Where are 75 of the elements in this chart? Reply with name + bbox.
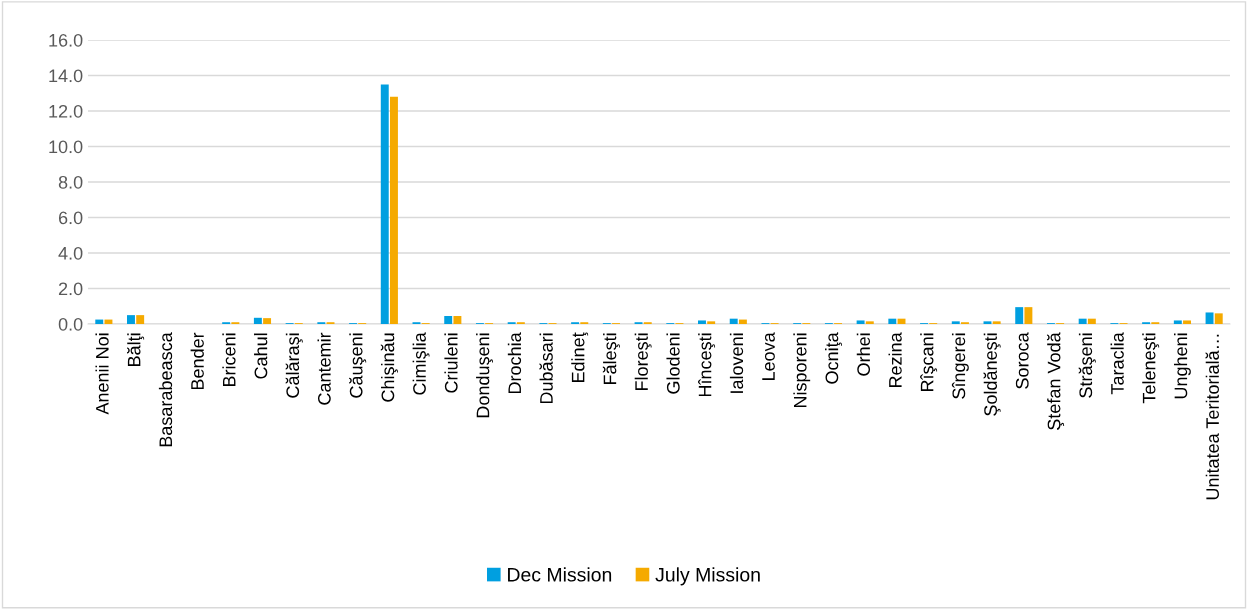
bar — [1183, 320, 1191, 324]
bar — [888, 318, 897, 324]
x-tick-label: Drochia — [507, 332, 522, 394]
x-tick-label: Teleneşti — [1142, 333, 1160, 404]
bar — [263, 318, 272, 324]
bar — [856, 320, 865, 324]
x-tick-label: Orhei — [856, 333, 871, 376]
x-tick-label: Bender — [190, 332, 204, 390]
x-tick-label: Rîşcani — [920, 333, 938, 392]
x-tick-label: Ştefan Vodă — [1046, 332, 1065, 430]
x-tick-label: Donduşeni — [476, 333, 493, 418]
bar — [992, 321, 1001, 324]
bar — [1173, 320, 1182, 324]
bar — [738, 319, 747, 324]
x-tick-label: Anenii Noi — [95, 333, 109, 415]
x-tick-label: Călăraşi — [285, 333, 303, 398]
x-tick-label: Şoldăneşti — [983, 333, 1001, 416]
x-tick-label: Ocniţa — [825, 332, 842, 384]
x-tick-label: Cantemir — [317, 332, 331, 405]
x-tick-label: Cimişlia — [412, 332, 430, 395]
x-tick-label: Ialoveni — [729, 333, 744, 393]
x-tick-label: Edineţ — [571, 332, 589, 383]
x-tick-label: Dubăsari — [539, 333, 553, 404]
bar — [865, 321, 874, 324]
bar — [1078, 318, 1087, 324]
x-tick-label: Nisporeni — [793, 333, 811, 408]
x-tick-label: Străşeni — [1078, 333, 1096, 398]
x-tick-label: Unitatea Teritorială… — [1205, 334, 1219, 500]
y-tick-label: 16.0 — [49, 33, 83, 47]
x-tick-label: Ungheni — [1174, 333, 1191, 399]
x-tick-label: Briceni — [222, 333, 236, 387]
bar — [1087, 318, 1096, 324]
bar — [729, 318, 738, 324]
y-tick-label: 14.0 — [49, 69, 83, 83]
x-tick-label: Floreşti — [634, 333, 652, 391]
x-tick-label: Basarabeasca — [158, 332, 173, 447]
y-tick-label: 4.0 — [58, 246, 83, 260]
x-tick-label: Hînceşti — [698, 333, 716, 397]
bar — [1024, 307, 1033, 324]
bar — [707, 321, 716, 324]
y-tick-label: 0.0 — [58, 317, 83, 331]
bar — [453, 316, 462, 324]
x-tick-label: Taraclia — [1110, 332, 1124, 395]
bar — [951, 321, 960, 324]
x-tick-label: Sîngerei — [951, 333, 969, 399]
bar — [104, 319, 113, 324]
bar — [444, 316, 453, 324]
y-tick-label: 2.0 — [58, 282, 83, 296]
x-tick-label: Chişinău — [380, 333, 398, 402]
legend-label: Dec Mission — [508, 567, 612, 582]
bar — [127, 315, 135, 324]
y-tick-label: 10.0 — [49, 140, 83, 154]
x-tick-label: Căuşeni — [349, 333, 367, 398]
y-tick-label: 12.0 — [49, 104, 83, 118]
x-tick-label: Glodeni — [666, 333, 680, 394]
x-tick-label: Leova — [762, 332, 775, 381]
x-tick-label: Criuleni — [444, 333, 458, 393]
y-tick-label: 6.0 — [58, 211, 83, 225]
bar — [380, 84, 389, 324]
bar — [1015, 307, 1024, 324]
x-tick-label: Soroca — [1015, 332, 1029, 389]
bar — [1205, 312, 1214, 324]
x-tick-label: Rezina — [888, 332, 902, 388]
bar — [253, 317, 262, 324]
bar — [983, 321, 992, 324]
x-tick-label: Bălţi — [127, 333, 145, 366]
y-tick-label: 8.0 — [58, 175, 83, 189]
bar — [390, 96, 398, 324]
bar — [1214, 313, 1223, 324]
bar — [95, 319, 104, 324]
x-tick-label: Făleşti — [602, 333, 620, 385]
x-tick-label: Cahul — [254, 333, 268, 379]
legend-label: July Mission — [655, 567, 760, 586]
bar — [136, 315, 145, 324]
bar — [698, 320, 706, 324]
